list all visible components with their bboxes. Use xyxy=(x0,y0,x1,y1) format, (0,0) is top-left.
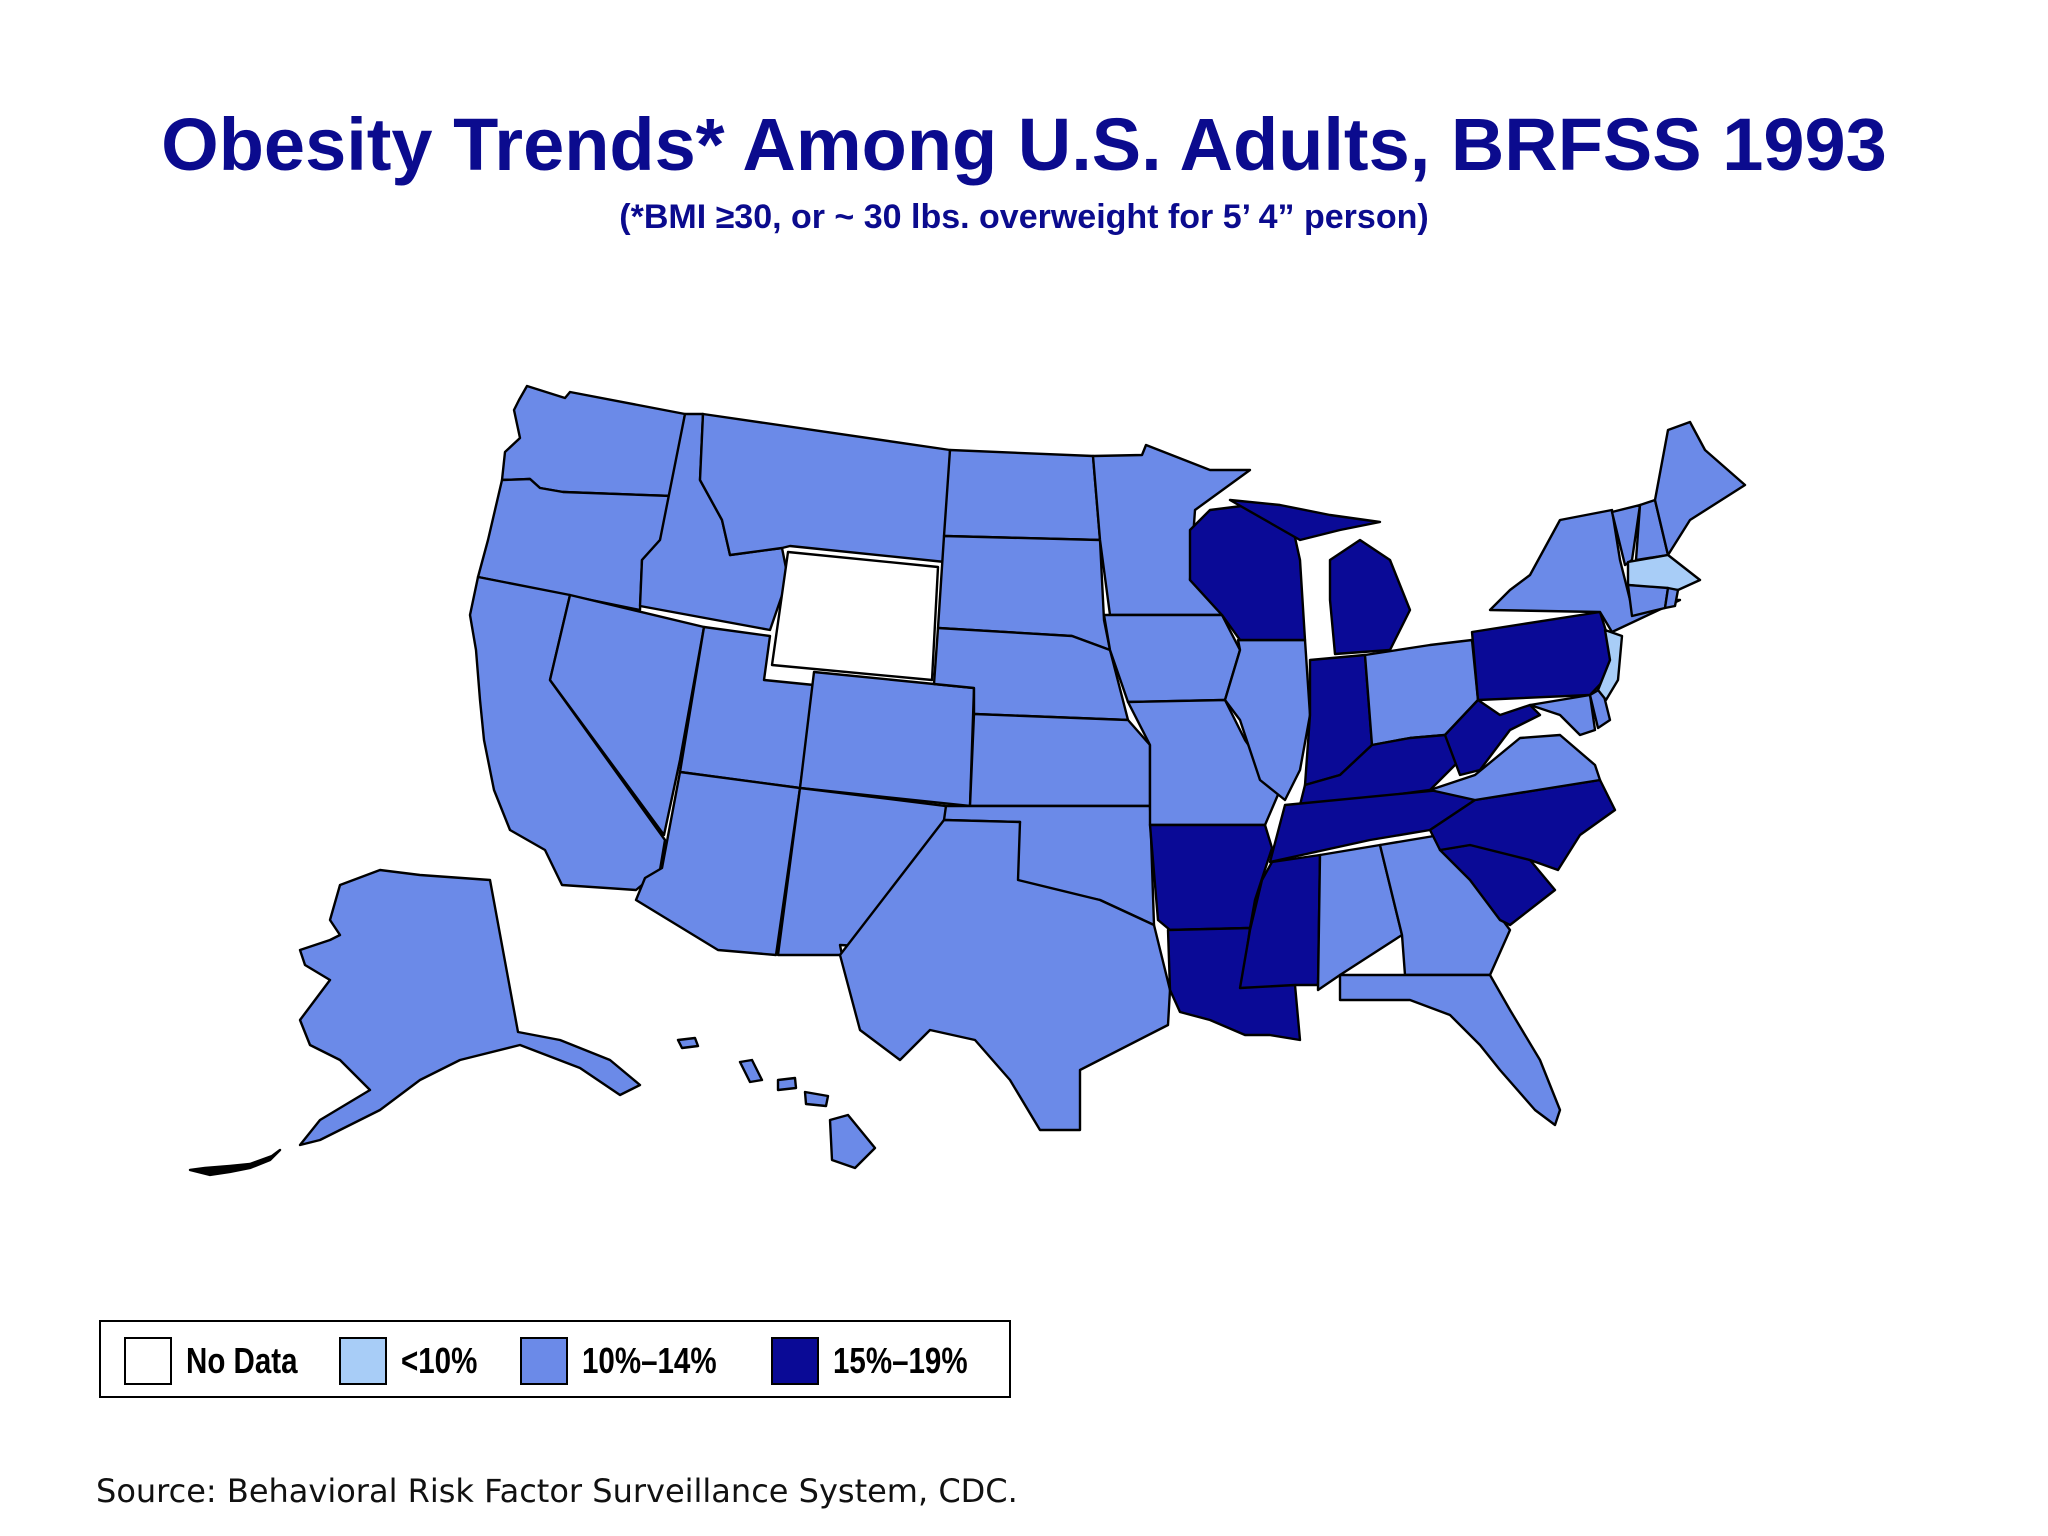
map-title: Obesity Trends* Among U.S. Adults, BRFSS… xyxy=(161,103,1887,186)
state-maryland xyxy=(1528,693,1597,737)
state-missouri xyxy=(1126,698,1282,827)
state-new-jersey xyxy=(1596,628,1624,702)
state-hawaii-4 xyxy=(803,1090,830,1108)
legend-swatch xyxy=(520,1337,568,1385)
state-massachusetts xyxy=(1626,553,1702,592)
state-north-dakota xyxy=(942,448,1102,542)
state-minnesota xyxy=(1091,443,1252,617)
state-illinois xyxy=(1223,638,1312,802)
source-note: Source: Behavioral Risk Factor Surveilla… xyxy=(96,1472,1018,1510)
legend-item-15-19: 15%–19% xyxy=(771,1336,997,1386)
state-pennsylvania xyxy=(1470,610,1614,702)
state-alabama xyxy=(1316,843,1404,992)
state-montana xyxy=(698,412,952,564)
state-maine xyxy=(1653,420,1747,557)
legend-swatch xyxy=(771,1337,819,1385)
state-hawaii-1 xyxy=(676,1036,700,1050)
state-hawaii-5 xyxy=(828,1113,877,1170)
state-nevada xyxy=(548,593,706,837)
state-iowa xyxy=(1102,613,1242,704)
state-michigan xyxy=(1328,538,1412,656)
state-alaska-aleutians xyxy=(188,1148,282,1177)
legend-swatch xyxy=(124,1337,172,1385)
state-wisconsin xyxy=(1188,503,1307,642)
map-subtitle: (*BMI ≥30, or ~ 30 lbs. overweight for 5… xyxy=(619,198,1429,236)
state-rhode-island xyxy=(1663,586,1680,610)
state-florida xyxy=(1338,973,1562,1127)
legend-item-no-data: No Data xyxy=(124,1336,322,1386)
legend-label: 10%–14% xyxy=(582,1340,717,1381)
us-choropleth-map xyxy=(188,384,1747,1177)
state-vermont xyxy=(1610,503,1642,567)
state-alaska xyxy=(298,868,642,1147)
state-kansas xyxy=(968,712,1152,808)
legend-label: No Data xyxy=(186,1340,298,1381)
legend-swatch xyxy=(339,1337,387,1385)
legend-item-lt10: <10% xyxy=(339,1336,494,1386)
legend-item-10-14: 10%–14% xyxy=(520,1336,746,1386)
state-arkansas xyxy=(1148,823,1274,932)
state-hawaii-2 xyxy=(738,1058,764,1084)
state-michigan-upper xyxy=(1228,498,1382,542)
state-hawaii-3 xyxy=(776,1076,798,1092)
state-texas xyxy=(838,818,1172,1132)
state-west-virginia xyxy=(1443,698,1542,777)
map-legend: No Data <10% 10%–14% 15%–19% xyxy=(99,1320,1011,1398)
state-wyoming xyxy=(770,550,940,682)
legend-label: 15%–19% xyxy=(833,1340,968,1381)
state-connecticut xyxy=(1626,583,1670,618)
state-colorado xyxy=(798,670,976,808)
state-virginia xyxy=(1428,733,1602,802)
legend-label: <10% xyxy=(401,1340,478,1381)
